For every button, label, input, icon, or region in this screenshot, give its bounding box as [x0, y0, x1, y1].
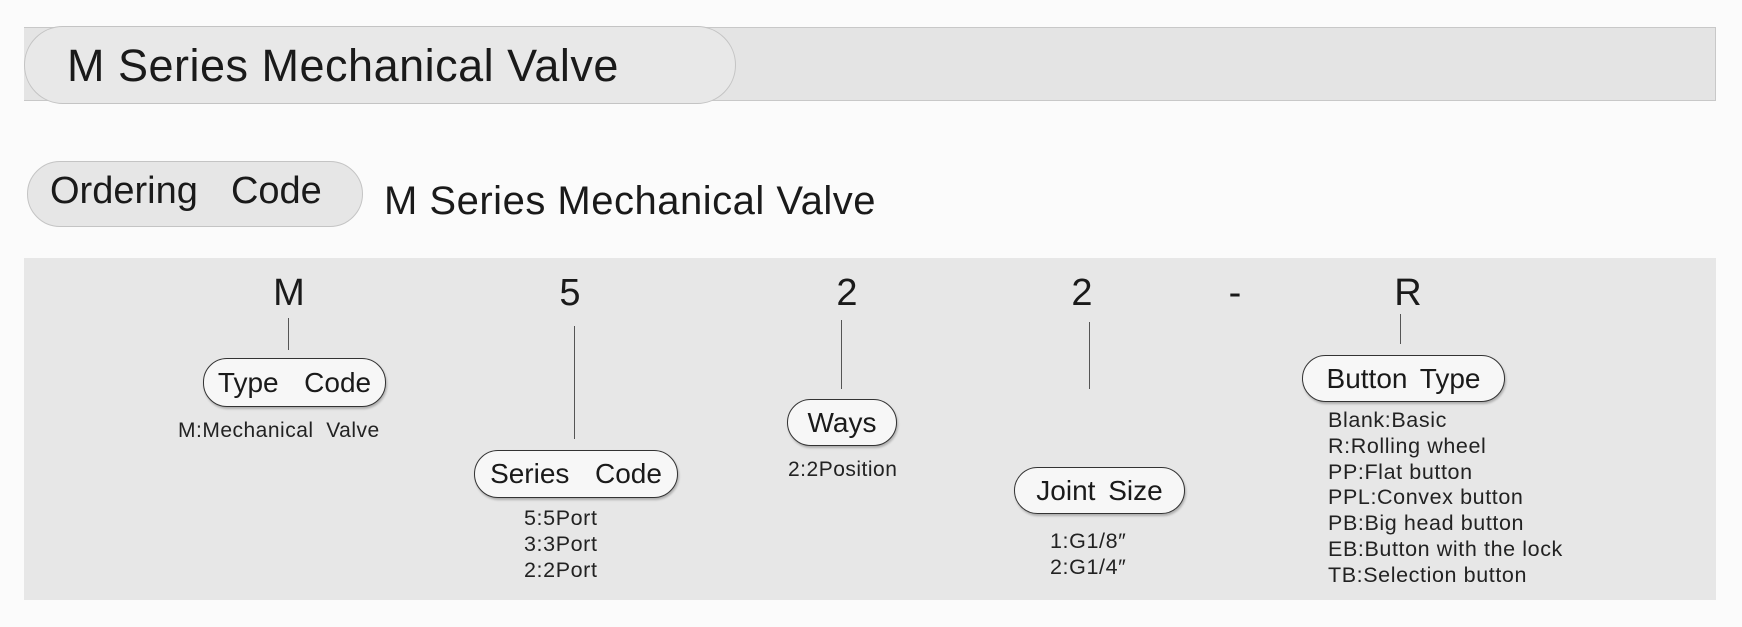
- ordering-code-subtitle: M Series Mechanical Valve: [384, 179, 876, 223]
- series-code-option: 5:5Port: [524, 506, 598, 530]
- button-type-box: Button Type: [1302, 355, 1505, 402]
- code-segment-ways: 2: [836, 272, 858, 314]
- connector-line: [1400, 314, 1401, 344]
- button-type-option: PPL:Convex button: [1328, 485, 1524, 510]
- series-code-option: 3:3Port: [524, 531, 598, 556]
- button-type-option: TB:Selection button: [1328, 562, 1528, 587]
- type-code-box: Type Code: [203, 358, 386, 407]
- ordering-code-badge: [27, 161, 363, 227]
- button-type-option: EB:Button with the lock: [1328, 536, 1563, 561]
- button-type-option: PB:Big head button: [1328, 511, 1525, 536]
- ordering-code-label: Ordering Code: [50, 170, 322, 212]
- series-code-option: 2:2Port: [524, 557, 598, 582]
- joint-size-options: 1:G1/8″ 2:G1/4″: [1050, 529, 1126, 581]
- button-type-option: R:Rolling wheel: [1328, 433, 1487, 458]
- ways-box: Ways: [787, 399, 897, 446]
- code-segment-series: 5: [559, 272, 581, 314]
- connector-line: [1089, 322, 1090, 389]
- code-segment-dash: -: [1228, 272, 1242, 314]
- series-code-options: 5:5Port 3:3Port 2:2Port: [524, 506, 598, 583]
- joint-size-option: 1:G1/8″: [1050, 529, 1127, 553]
- connector-line: [841, 320, 842, 389]
- type-code-option: M:Mechanical Valve: [178, 419, 380, 442]
- joint-size-option: 2:G1/4″: [1050, 554, 1127, 579]
- button-type-option: PP:Flat button: [1328, 459, 1473, 484]
- code-segment-joint: 2: [1071, 272, 1093, 314]
- page-title: M Series Mechanical Valve: [67, 40, 619, 91]
- series-code-box: Series Code: [474, 450, 678, 498]
- code-segment-type: M: [273, 272, 305, 314]
- title-pill: [24, 26, 736, 104]
- connector-line: [574, 326, 575, 439]
- joint-size-box: Joint Size: [1014, 467, 1185, 514]
- ways-option: 2:2Position: [788, 458, 898, 481]
- button-type-option: Blank:Basic: [1328, 408, 1447, 432]
- button-type-options: Blank:Basic R:Rolling wheel PP:Flat butt…: [1328, 408, 1563, 589]
- connector-line: [288, 318, 289, 350]
- code-segment-button: R: [1394, 272, 1422, 314]
